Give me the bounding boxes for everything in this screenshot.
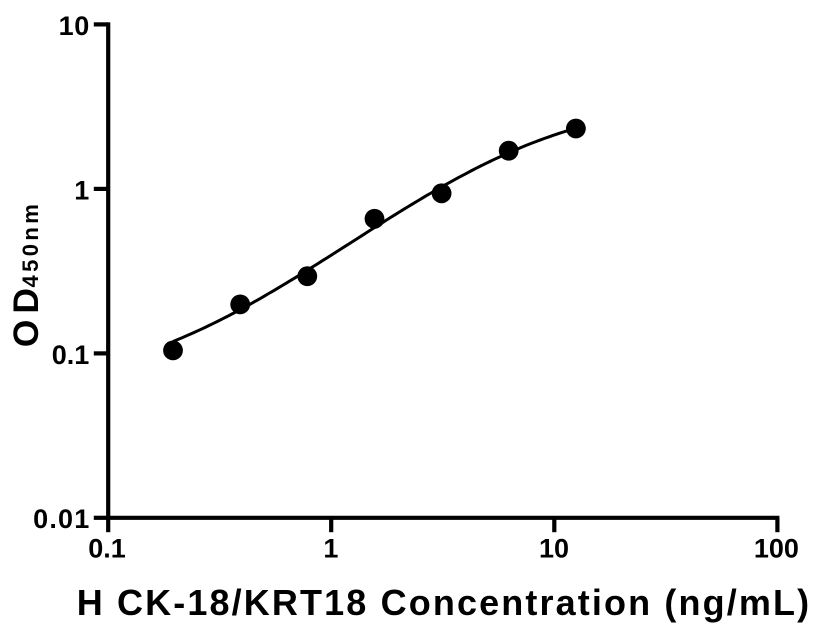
svg-text:1: 1 — [74, 175, 89, 205]
svg-text:10: 10 — [59, 11, 90, 41]
svg-text:1: 1 — [323, 533, 338, 563]
svg-text:10: 10 — [539, 533, 569, 563]
svg-text:0.1: 0.1 — [88, 533, 126, 563]
svg-text:0.01: 0.01 — [33, 504, 90, 534]
svg-text:100: 100 — [754, 533, 799, 563]
svg-text:0.1: 0.1 — [52, 340, 90, 370]
svg-text:H CK-18/KRT18 Concentration (n: H CK-18/KRT18 Concentration (ng/mL) — [77, 582, 812, 623]
